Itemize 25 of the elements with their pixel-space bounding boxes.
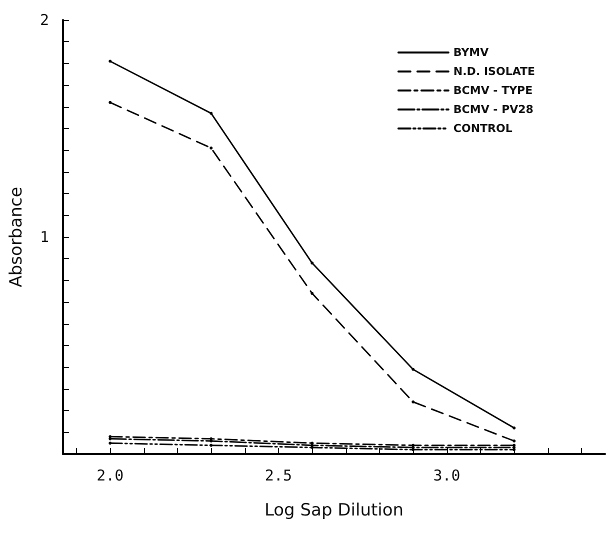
point [310, 292, 314, 295]
point [512, 448, 516, 452]
point [108, 442, 112, 445]
point [210, 444, 213, 447]
point [108, 100, 112, 104]
x-axis-title: Log Sap Dilution [264, 500, 404, 520]
point [210, 146, 213, 150]
y-tick-label: 2 [40, 11, 49, 29]
legend-label: BCMV - PV28 [453, 103, 534, 116]
x-tick-label: 3.0 [433, 466, 460, 484]
x-tick-label: 2.0 [96, 466, 124, 484]
point [512, 439, 516, 442]
point [210, 112, 213, 115]
point [108, 60, 112, 63]
legend-label: N.D. ISOLATE [453, 65, 535, 78]
point [310, 262, 314, 265]
legend-label: BYMV [453, 46, 490, 59]
legend-label: BCMV - TYPE [453, 84, 533, 97]
y-tick-label: 1 [40, 228, 49, 246]
point [412, 400, 415, 404]
legend-label: CONTROL [453, 122, 512, 135]
point [412, 368, 415, 371]
y-axis-title: Absorbance [6, 186, 26, 288]
point [512, 426, 516, 430]
x-tick-label: 2.5 [264, 466, 292, 484]
